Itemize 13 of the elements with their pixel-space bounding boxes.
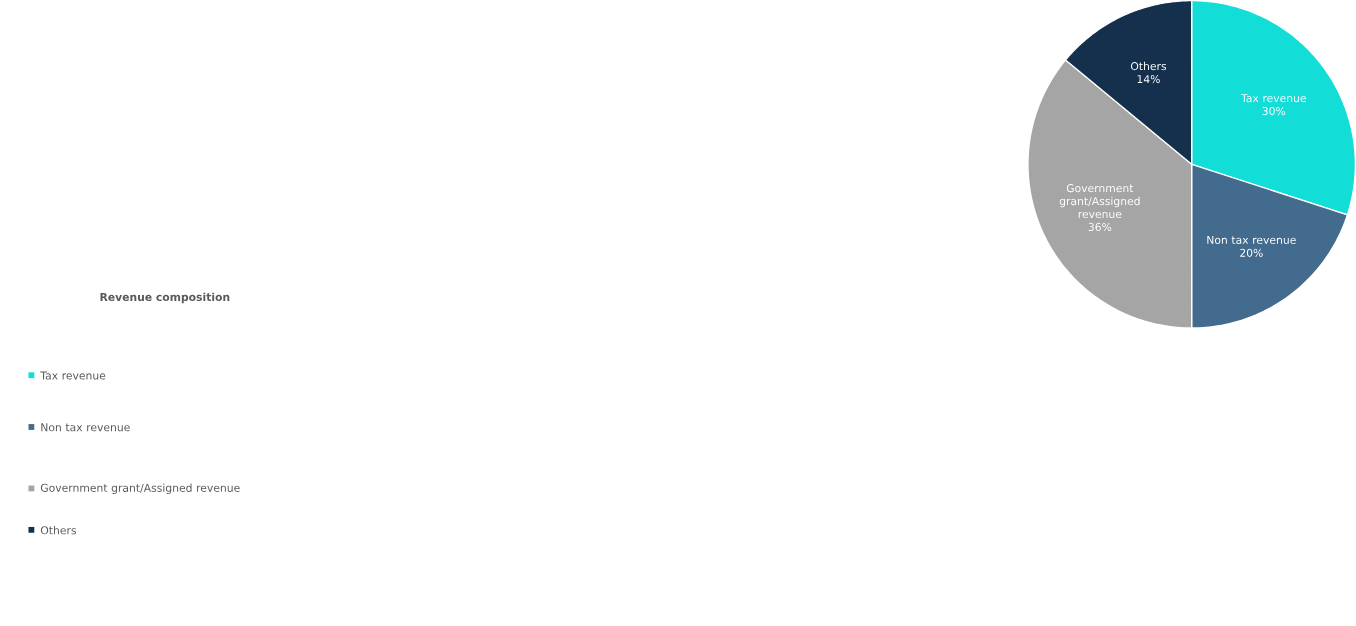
text: Revenue composition — [100, 292, 230, 304]
data-label: 30% — [1262, 107, 1286, 116]
data-label: 36% — [1088, 222, 1112, 232]
slice-label: Government grant/Assigned revenue — [1059, 184, 1140, 219]
legend-label: Tax revenue — [40, 371, 106, 380]
data-label: 20% — [1240, 248, 1263, 257]
legend-label: Government grant/Assigned revenue — [40, 483, 240, 495]
legend-label: Non tax revenue — [41, 423, 130, 432]
legend-label: Others — [40, 526, 76, 535]
data-label: 14% — [1137, 75, 1160, 84]
slice-label: Non tax revenue — [1207, 235, 1296, 244]
slice-label: Others — [1130, 61, 1167, 71]
slice-label: Tax revenue — [1240, 94, 1306, 103]
